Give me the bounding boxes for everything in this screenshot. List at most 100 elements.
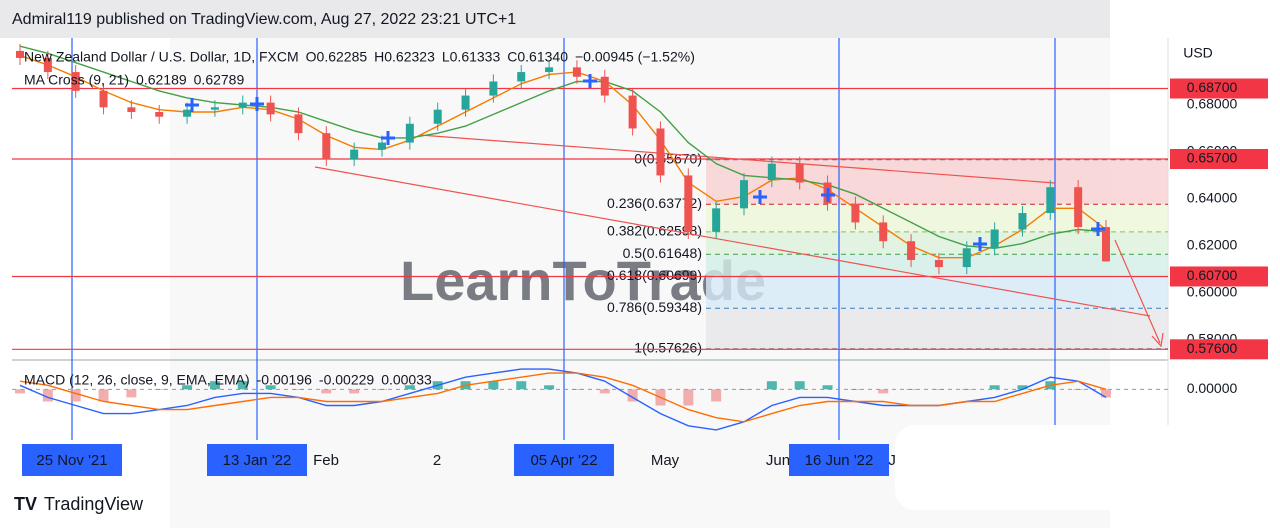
signal-cross [583, 74, 597, 88]
footer-logo: TV [14, 494, 37, 514]
currency-label: USD [1183, 45, 1213, 61]
signal-cross [973, 237, 987, 251]
signal-cross [250, 97, 264, 111]
macd-histogram-bar [154, 389, 165, 390]
header-bar [0, 0, 1110, 38]
candle-body [767, 163, 776, 181]
signal-cross [185, 98, 199, 112]
macd-histogram-bar [1101, 389, 1111, 398]
macd-histogram-bar [711, 389, 722, 402]
macd-histogram-bar [349, 389, 360, 394]
macd-histogram-bar [1073, 389, 1084, 390]
level-tag-label: 0.60700 [1187, 267, 1238, 283]
fib-label: 0.236(0.63772) [607, 195, 702, 211]
macd-histogram-bar [98, 389, 109, 402]
y-tick-label: 0.68000 [1187, 96, 1238, 112]
candle-body [628, 95, 637, 129]
candle-body [155, 112, 164, 117]
candle-body [851, 203, 860, 223]
macd-histogram-bar [766, 381, 777, 390]
macd-histogram-bar [404, 385, 415, 390]
macd-histogram-bar [293, 389, 304, 390]
macd-histogram-bar [126, 389, 137, 398]
x-label-box [207, 444, 307, 476]
candle-body [656, 128, 665, 176]
signal-cross [381, 131, 395, 145]
candle-body [684, 175, 693, 232]
candle-body [1018, 213, 1027, 230]
candle-body [489, 81, 498, 96]
blur-patch [895, 425, 1245, 510]
ma-line [19, 45, 1107, 250]
x-label-box [22, 444, 122, 476]
x-tick-label: 16 Jun '22 [805, 452, 874, 469]
y-tick-label: 0.62000 [1187, 237, 1238, 253]
fib-label: 0.382(0.62598) [607, 223, 702, 239]
candle-body [740, 180, 748, 209]
macd-histogram-bar [878, 389, 889, 394]
fib-label: 0.786(0.59348) [607, 299, 702, 315]
macd-title: MACD (12, 26, close, 9, EMA, EMA) [24, 372, 250, 388]
macd-histogram-bar [850, 389, 861, 390]
macd-histogram-bar [209, 381, 220, 390]
candle-body [405, 123, 414, 143]
watermark: LearnToTrade [400, 249, 766, 312]
level-tag [1170, 266, 1268, 287]
macd-histogram-bar [182, 385, 193, 390]
macd-histogram-bar [571, 389, 582, 390]
ohlc-change: −0.00945 (−1.52%) [575, 49, 695, 65]
signal-cross [753, 190, 767, 204]
macd-reading: 0.00033 [381, 372, 432, 388]
macd-histogram-bar [516, 381, 527, 390]
ma-line [19, 54, 1107, 259]
x-label-box [514, 444, 614, 476]
candle-body [1046, 187, 1055, 214]
fib-band [706, 276, 1168, 309]
candle-body [99, 90, 108, 108]
publisher: Admiral119 published on TradingView.com,… [12, 11, 516, 28]
candle-body [378, 142, 386, 150]
x-label-box [789, 444, 889, 476]
candle-body [238, 102, 247, 108]
candle-body [322, 133, 331, 159]
x-tick-label: Jun [766, 452, 790, 469]
macd-histogram-bar [544, 385, 555, 390]
macd-histogram-bar [822, 385, 833, 390]
trend-line [419, 134, 1056, 184]
y-tick-label: 0.64000 [1187, 190, 1238, 206]
level-tag [1170, 78, 1268, 99]
x-tick-label: 05 Apr '22 [530, 452, 597, 469]
candle-body [433, 109, 442, 124]
candle-body [1074, 187, 1083, 228]
x-tick-label: 25 Nov '21 [36, 452, 107, 469]
fib-band [706, 231, 1168, 255]
ohlc-close: C0.61340 [507, 49, 568, 65]
candle-body [183, 109, 192, 117]
ohlc-open: O0.62285 [306, 49, 368, 65]
indicator-title: MA Cross (9, 21) [24, 72, 129, 88]
candle-body [934, 260, 943, 268]
macd-histogram-bar [906, 389, 917, 390]
candle-body [210, 107, 219, 110]
candle-body [1102, 227, 1110, 262]
fib-band [706, 159, 1168, 205]
candle-body [127, 107, 136, 113]
macd-histogram-bar [237, 381, 248, 390]
level-tag [1170, 148, 1268, 169]
fib-label: 0.618(0.60699) [607, 267, 702, 283]
candle-body [712, 208, 721, 232]
candle-body [350, 149, 359, 159]
candle-body [461, 95, 470, 110]
macd-histogram-bar [989, 385, 1000, 390]
candle-body [572, 67, 581, 77]
macd-histogram-bar [265, 385, 276, 390]
macd-histogram-bar [1017, 385, 1028, 390]
x-tick-label: Feb [313, 452, 339, 469]
macd-histogram-bar [683, 389, 694, 406]
candle-body [266, 102, 275, 115]
macd-tick-label: 0.00000 [1187, 380, 1238, 396]
trend-line [314, 166, 1151, 317]
candle-body [16, 50, 24, 58]
macd-reading: -0.00229 [319, 372, 374, 388]
